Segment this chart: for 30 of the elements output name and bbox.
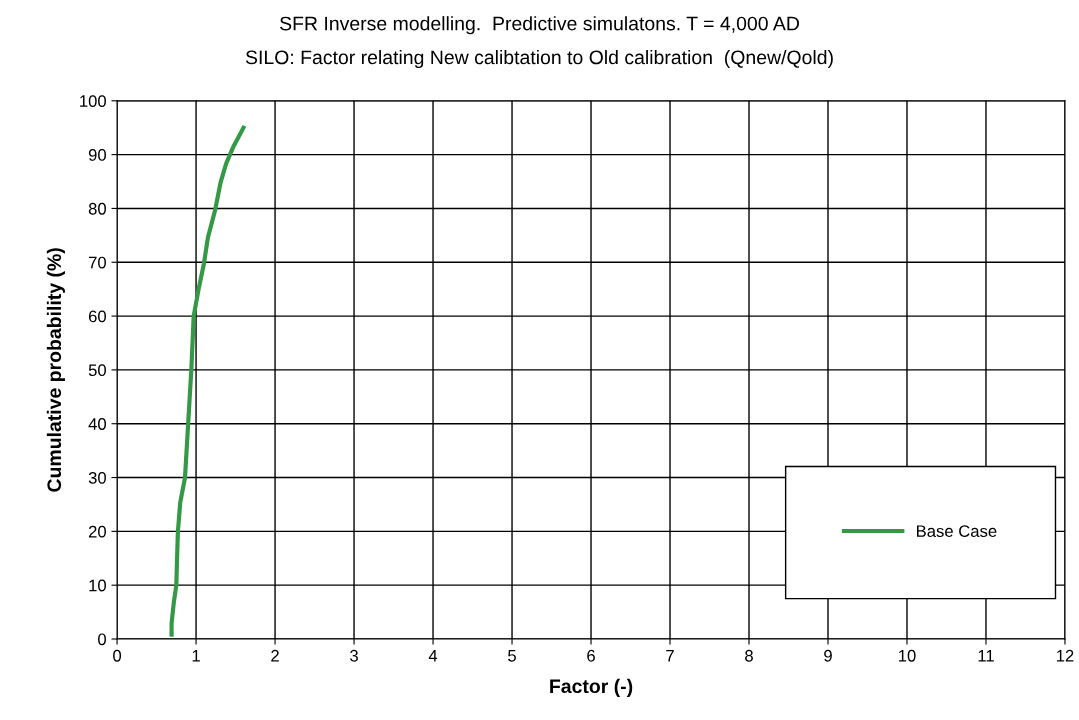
x-tick-label: 12 [1056,649,1074,662]
x-tick-label: 2 [271,649,279,662]
y-tick-label: 20 [88,525,106,538]
y-tick-label: 90 [88,149,106,161]
y-tick-label: 0 [98,633,106,646]
line-series [169,125,246,637]
y-axis-title: Cumulative probability (%) [46,248,65,492]
x-tick-label: 7 [666,650,674,662]
chart-subtitle: SILO: Factor relating New calibtation to Old calibration (Qnew/Qold) [245,49,833,69]
x-axis-title: Factor (-) [550,678,633,697]
chart-title: SFR Inverse modelling. Predictive simulatons. T = 4,000 AD [280,16,799,35]
x-tick-label: 0 [113,649,122,662]
x-tick-label: 3 [350,649,358,662]
x-tick-label: 11 [978,650,994,662]
y-tick-label: 30 [88,471,106,484]
x-tick-label: 1 [192,650,200,662]
y-tick-label: 40 [88,418,106,430]
y-tick-label: 10 [89,579,106,592]
x-tick-label: 6 [587,649,595,662]
x-tick-label: 5 [508,650,516,662]
y-tick-label: 80 [88,202,106,215]
y-tick-label: 60 [88,310,106,323]
y-tick-label: 70 [88,256,106,269]
x-tick-label: 10 [898,649,916,662]
legend-label: Base Case [917,525,997,538]
y-tick-label: 50 [88,364,106,377]
x-tick-label: 4 [428,650,438,662]
x-tick-label: 8 [745,649,753,662]
y-tick-label: 100 [80,95,107,107]
x-tick-label: 9 [824,649,832,662]
